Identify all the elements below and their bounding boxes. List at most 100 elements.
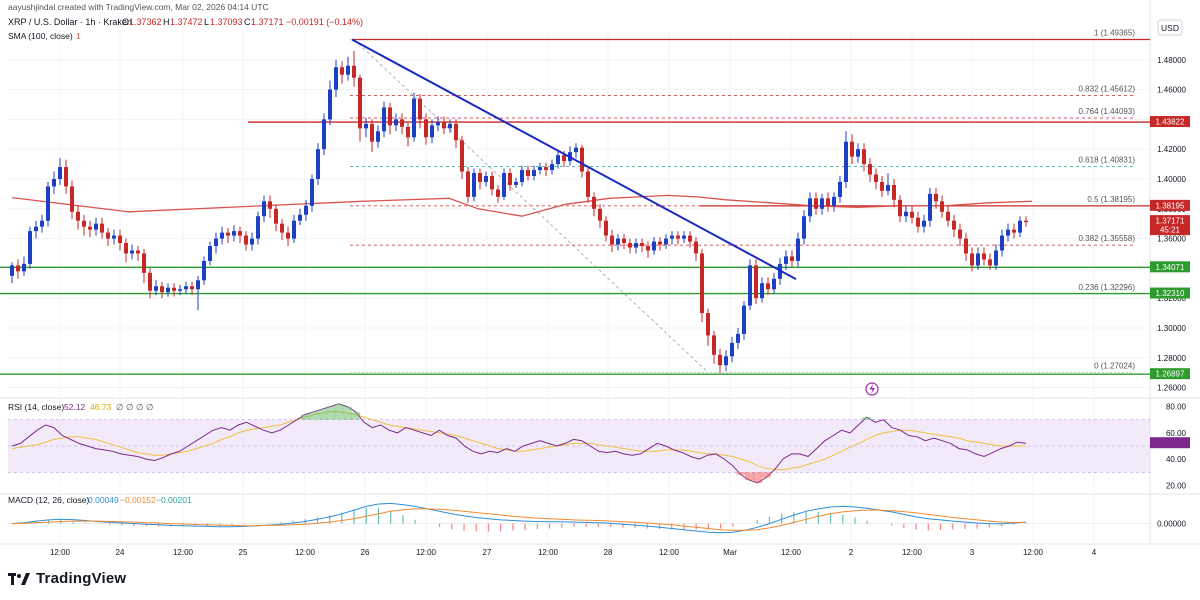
candle-body <box>856 149 860 157</box>
candle-body <box>1012 229 1016 233</box>
candle-body <box>502 173 506 197</box>
candle <box>928 187 932 227</box>
candle <box>712 330 716 364</box>
candle-body <box>472 173 476 197</box>
candle-body <box>340 67 344 75</box>
rsi-ma-line <box>11 411 1026 471</box>
candle-body <box>574 147 578 153</box>
candle <box>154 280 158 296</box>
candle-body <box>652 241 656 251</box>
candle <box>844 131 848 188</box>
candle <box>970 247 974 272</box>
candle <box>628 238 632 254</box>
candle <box>34 220 38 239</box>
candle-body <box>838 181 842 197</box>
candle-body <box>484 176 488 182</box>
candle <box>238 226 242 244</box>
candle-body <box>556 155 560 165</box>
price-label-text: 1.38195 <box>1156 201 1185 210</box>
candle <box>124 238 128 263</box>
candle-body <box>52 178 56 187</box>
price-tick-label: 1.26000 <box>1157 384 1186 393</box>
rsi-legend-label: RSI (14, close) <box>8 402 64 412</box>
candle-body <box>970 253 974 266</box>
time-tick-label: 12:00 <box>173 548 194 557</box>
candle-body <box>88 226 92 230</box>
candle-body <box>844 141 848 182</box>
price-label-text: 1.37171 <box>1156 217 1185 226</box>
candle-body <box>538 167 542 171</box>
candle <box>352 50 356 87</box>
time-tick-label: 3 <box>970 548 975 557</box>
candle-body <box>988 259 992 266</box>
candle-body <box>898 199 902 217</box>
candle-body <box>580 147 584 172</box>
time-tick-label: 12:00 <box>416 548 437 557</box>
macd-tick-label: 0.00000 <box>1157 520 1186 529</box>
candle-body <box>490 176 494 190</box>
candle <box>976 247 980 270</box>
candle-body <box>46 186 50 221</box>
candle <box>118 229 122 251</box>
candle-body <box>808 198 812 217</box>
time-tick-label: 12:00 <box>659 548 680 557</box>
candle <box>670 231 674 245</box>
candle <box>838 176 842 203</box>
candle-body <box>742 305 746 334</box>
candle-body <box>826 198 830 206</box>
candle <box>172 283 176 297</box>
candle <box>868 158 872 182</box>
price-label-text: 1.26897 <box>1156 370 1185 379</box>
rsi-last-label <box>1150 437 1190 449</box>
candle-body <box>76 211 80 221</box>
price-label-text: 1.34071 <box>1156 263 1185 272</box>
price-label-bg <box>1150 368 1190 380</box>
candle-body <box>352 65 356 78</box>
candle <box>256 211 260 245</box>
candle <box>94 217 98 236</box>
time-tick-label: 12:00 <box>295 548 316 557</box>
sma-legend-label: SMA (100, close) <box>8 31 73 41</box>
candle-body <box>220 232 224 239</box>
candle <box>862 143 866 172</box>
candle <box>874 168 878 190</box>
candle-body <box>994 250 998 266</box>
time-tick-label: 27 <box>483 548 492 557</box>
candle-body <box>430 125 434 138</box>
candle <box>400 113 404 135</box>
currency-button[interactable]: USD <box>1157 19 1183 36</box>
candle-body <box>448 123 452 129</box>
price-label-bg <box>1150 261 1190 273</box>
candle <box>622 234 626 249</box>
rsi-tick-label: 60.00 <box>1166 429 1187 438</box>
lightning-icon[interactable] <box>865 382 879 396</box>
fib-level-label: 1 (1.49365) <box>1094 28 1135 37</box>
candle-body <box>718 354 722 366</box>
candle <box>220 226 224 245</box>
candle-body <box>454 123 458 141</box>
candle <box>910 205 914 224</box>
candle <box>370 119 374 153</box>
candle-body <box>748 265 752 306</box>
candle <box>556 150 560 169</box>
candle <box>982 247 986 266</box>
candle-body <box>22 263 26 272</box>
candle-body <box>358 77 362 129</box>
candle-body <box>184 286 188 290</box>
sma-legend-value: 1 <box>76 31 81 41</box>
candle-body <box>142 253 146 273</box>
ohlc-h-value: 1.37472 <box>170 17 203 27</box>
candle-body <box>790 256 794 261</box>
candle <box>904 205 908 223</box>
candle <box>322 113 326 156</box>
candle <box>484 171 488 187</box>
candle-body <box>226 232 230 236</box>
trendline <box>351 38 797 280</box>
candle <box>16 259 20 279</box>
candle-body <box>1018 220 1022 233</box>
candle-body <box>700 253 704 314</box>
candle-body <box>100 223 104 233</box>
time-tick-label: 12:00 <box>1023 548 1044 557</box>
candle-body <box>466 171 470 197</box>
candle <box>760 277 764 303</box>
